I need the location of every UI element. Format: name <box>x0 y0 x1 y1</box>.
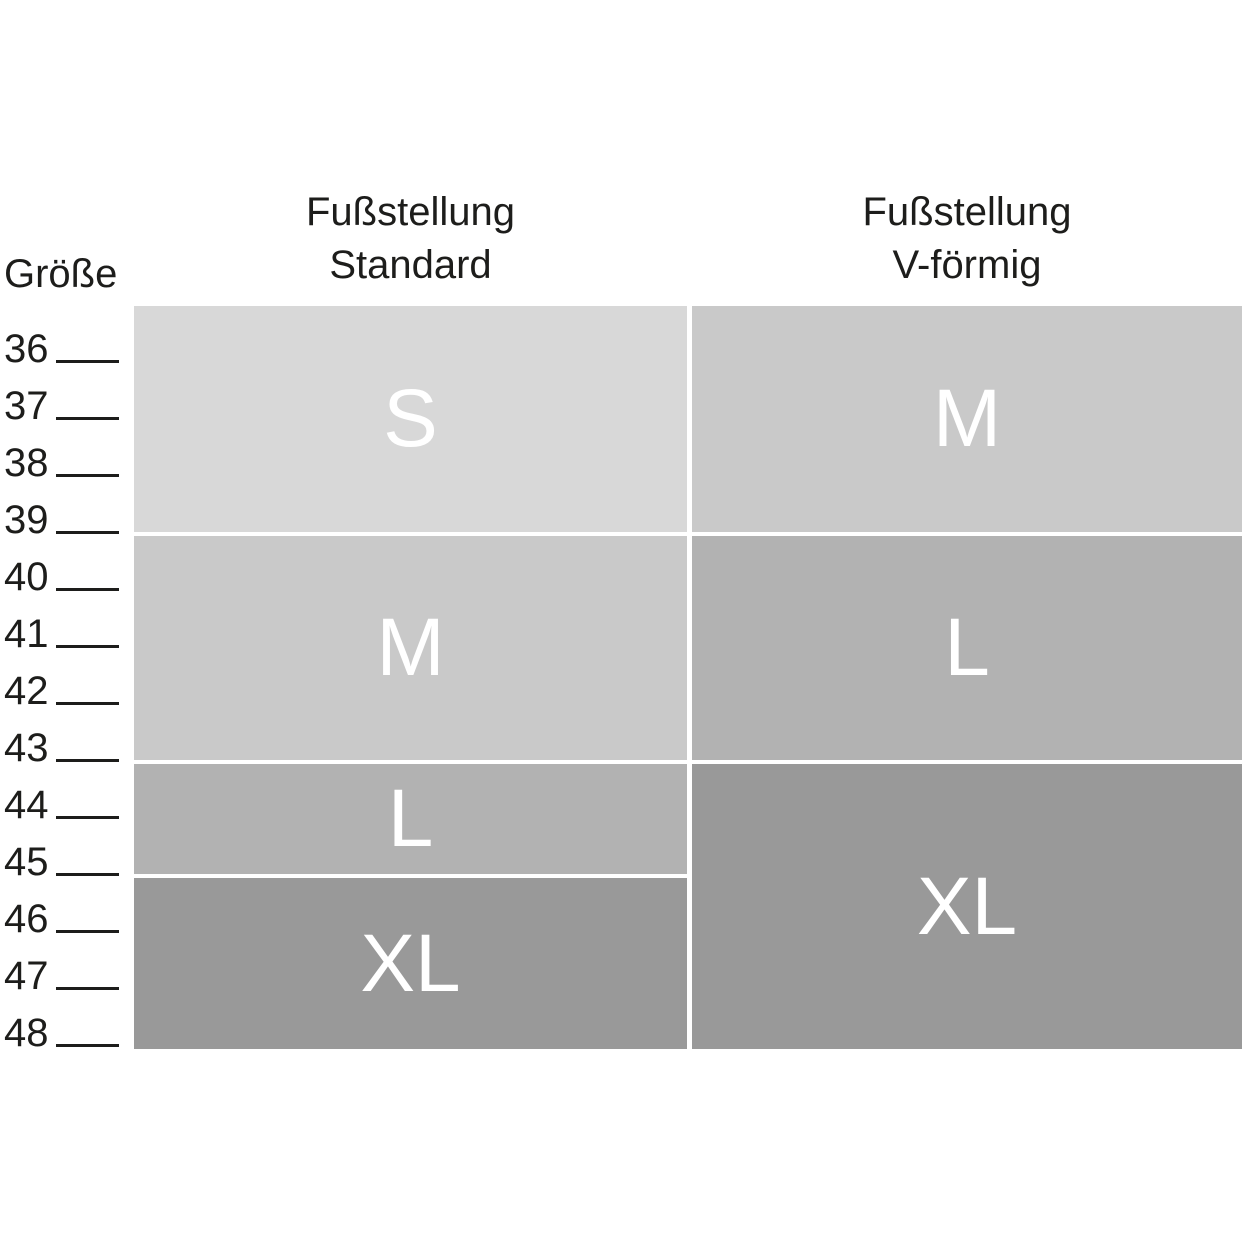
cell-v-foermig-m-label: M <box>932 373 1002 464</box>
size-tick-label-40: 40 <box>4 555 49 599</box>
tick-line-46 <box>56 930 119 933</box>
size-tick-label-43: 43 <box>4 726 49 770</box>
tick-line-40 <box>56 588 119 591</box>
tick-line-48 <box>56 1044 119 1047</box>
cell-v-foermig-m: M <box>692 306 1242 532</box>
tick-line-45 <box>56 873 119 876</box>
column-header-standard-line1: Fußstellung <box>306 190 515 234</box>
cell-standard-s: S <box>134 306 687 532</box>
cell-v-foermig-l: L <box>692 536 1242 760</box>
tick-line-42 <box>56 702 119 705</box>
cell-standard-m: M <box>134 536 687 760</box>
tick-line-44 <box>56 816 119 819</box>
tick-line-36 <box>56 360 119 363</box>
tick-line-38 <box>56 474 119 477</box>
size-tick-label-46: 46 <box>4 897 49 941</box>
size-tick-label-45: 45 <box>4 840 49 884</box>
size-tick-label-48: 48 <box>4 1011 49 1055</box>
column-header-standard-line2: Standard <box>329 243 492 287</box>
cell-standard-l-label: L <box>387 773 434 864</box>
cell-standard-xl-label: XL <box>360 917 461 1009</box>
column-header-v-foermig: Fußstellung V-förmig <box>692 186 1242 292</box>
cell-v-foermig-xl-label: XL <box>916 860 1018 952</box>
size-tick-label-47: 47 <box>4 954 49 998</box>
cell-standard-xl: XL <box>134 878 687 1049</box>
size-tick-label-36: 36 <box>4 327 49 371</box>
cell-v-foermig-xl: XL <box>692 764 1242 1049</box>
size-tick-label-41: 41 <box>4 612 49 656</box>
size-tick-label-42: 42 <box>4 669 49 713</box>
cell-v-foermig-l-label: L <box>944 602 990 693</box>
column-header-v-foermig-line2: V-förmig <box>892 243 1042 287</box>
cell-standard-s-label: S <box>383 373 438 464</box>
cell-standard-m-label: M <box>376 602 445 693</box>
column-header-standard: Fußstellung Standard <box>134 186 687 292</box>
size-tick-label-38: 38 <box>4 441 49 485</box>
size-tick-label-37: 37 <box>4 384 49 428</box>
size-tick-label-44: 44 <box>4 783 49 827</box>
tick-line-39 <box>56 531 119 534</box>
cell-standard-l: L <box>134 764 687 874</box>
tick-line-37 <box>56 417 119 420</box>
size-tick-label-39: 39 <box>4 498 49 542</box>
column-header-v-foermig-line1: Fußstellung <box>862 190 1072 234</box>
tick-line-43 <box>56 759 119 762</box>
tick-line-47 <box>56 987 119 990</box>
size-axis-label: Größe <box>4 252 118 296</box>
tick-line-41 <box>56 645 119 648</box>
